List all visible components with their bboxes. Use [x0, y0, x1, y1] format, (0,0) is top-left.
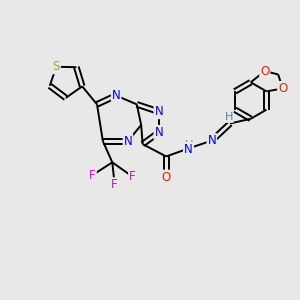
Text: F: F [111, 178, 118, 191]
Text: O: O [278, 82, 287, 95]
Text: F: F [129, 170, 136, 183]
Text: N: N [124, 135, 132, 148]
Text: F: F [89, 169, 96, 182]
Text: N: N [154, 126, 163, 139]
Text: N: N [208, 134, 216, 147]
Text: H: H [224, 112, 233, 122]
Text: N: N [112, 89, 121, 102]
Text: N: N [184, 142, 193, 156]
Text: O: O [260, 64, 269, 78]
Text: O: O [162, 171, 171, 184]
Text: N: N [154, 105, 163, 118]
Text: S: S [52, 60, 60, 73]
Text: H: H [185, 140, 193, 150]
